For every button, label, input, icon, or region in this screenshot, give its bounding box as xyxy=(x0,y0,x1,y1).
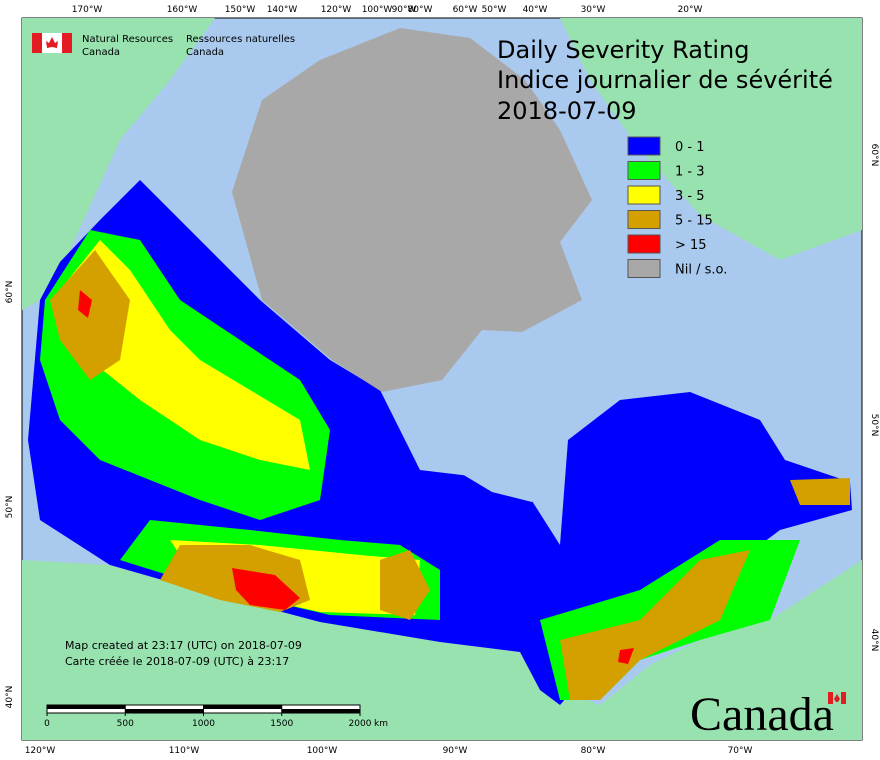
legend-label: 5 - 15 xyxy=(675,214,713,229)
title: Indice journalier de sévérité xyxy=(497,66,833,94)
scale-bar-segment xyxy=(47,705,126,709)
longitude-label: 160°W xyxy=(167,5,198,15)
united-states xyxy=(22,560,862,740)
scale-label: 2000 xyxy=(349,719,372,729)
note: Map created at 23:17 (UTC) on 2018-07-09 xyxy=(65,639,302,652)
legend-swatch xyxy=(627,259,661,278)
longitude-label: 90°W xyxy=(443,746,468,756)
longitude-label: 60°W xyxy=(453,5,478,15)
longitude-label: 140°W xyxy=(267,5,298,15)
wordmark: Canada xyxy=(690,688,834,741)
longitude-label: 50°W xyxy=(482,5,507,15)
legend-swatch xyxy=(627,136,661,156)
scale-bar-segment xyxy=(281,709,360,713)
longitude-label: 170°W xyxy=(72,5,103,15)
land xyxy=(22,18,862,740)
legend-swatch xyxy=(627,161,661,180)
longitude-label: 30°W xyxy=(581,5,606,15)
department-fr: Canada xyxy=(186,47,224,58)
longitude-label: 110°W xyxy=(169,746,200,756)
legend-label: 3 - 5 xyxy=(675,189,705,204)
longitude-label: 80°W xyxy=(408,5,433,15)
legend-swatch xyxy=(627,185,661,205)
longitude-label: 70°W xyxy=(728,746,753,756)
rating-over-15-east xyxy=(618,648,634,664)
latitude-label: 40°N xyxy=(869,629,879,652)
flag-leaf xyxy=(834,694,840,702)
legend-label: 0 - 1 xyxy=(675,140,705,155)
department-en: Canada xyxy=(82,47,120,58)
note: Carte créée le 2018-07-09 (UTC) à 23:17 xyxy=(65,655,289,668)
longitude-label: 20°W xyxy=(678,5,703,15)
scale-bar-segment xyxy=(203,705,282,709)
flag-bar xyxy=(32,33,42,53)
legend-label: 1 - 3 xyxy=(675,165,705,180)
wordmark-flag xyxy=(828,692,846,704)
legend-label: > 15 xyxy=(675,238,707,253)
scale-label: 500 xyxy=(117,719,134,729)
flag-leaf xyxy=(46,37,58,48)
longitude-label: 120°W xyxy=(321,5,352,15)
scale-unit: km xyxy=(374,719,388,729)
title: Daily Severity Rating xyxy=(497,36,749,64)
latitude-label: 50°N xyxy=(5,496,15,519)
hudson-bay xyxy=(392,382,560,502)
longitude-label: 150°W xyxy=(225,5,256,15)
arctic-nil xyxy=(232,28,592,392)
scale-bar-segment xyxy=(125,709,204,713)
longitude-label: 100°W xyxy=(362,5,393,15)
legend-swatch xyxy=(627,234,661,254)
latitude-label: 50°N xyxy=(869,414,879,437)
latitude-label: 40°N xyxy=(5,686,15,709)
flag-bar xyxy=(62,33,72,53)
rating-over-15-bc xyxy=(78,290,92,318)
legend-label: Nil / s.o. xyxy=(675,263,727,278)
longitude-label: 80°W xyxy=(581,746,606,756)
fip-logo xyxy=(32,33,72,53)
department-en: Natural Resources xyxy=(82,34,173,45)
rating-5-15-east xyxy=(560,550,750,700)
rating-5-15-ontario-west xyxy=(380,550,430,620)
scale-label: 0 xyxy=(44,719,50,729)
latitude-label: 60°N xyxy=(869,144,879,167)
rating-5-15-newfoundland xyxy=(790,478,850,505)
rating-over-15-prairies xyxy=(232,568,300,610)
longitude-label: 40°W xyxy=(523,5,548,15)
rating-5-15-bc xyxy=(50,250,130,380)
department-fr: Ressources naturelles xyxy=(186,34,295,45)
greenland xyxy=(560,18,862,260)
scale-label: 1000 xyxy=(192,719,215,729)
legend-swatch xyxy=(627,210,661,229)
longitude-label: 120°W xyxy=(25,746,56,756)
alaska-russia xyxy=(22,18,215,310)
longitude-label: 90°W xyxy=(392,5,417,15)
flag-bar xyxy=(841,692,846,704)
title: 2018-07-09 xyxy=(497,97,636,125)
flag-bar xyxy=(828,692,833,704)
longitude-label: 100°W xyxy=(307,746,338,756)
latitude-label: 60°N xyxy=(5,281,15,304)
scale-label: 1500 xyxy=(270,719,293,729)
